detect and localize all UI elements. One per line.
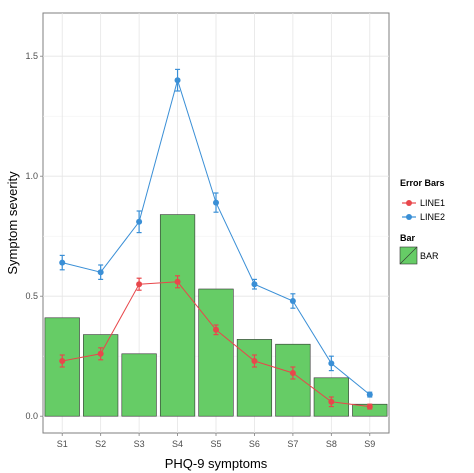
data-point [136,281,143,288]
legend-key-point [406,214,412,220]
data-point [174,278,181,285]
y-tick-label: 1.0 [25,171,38,181]
x-axis-ticks: S1 S2 S3 S4 S5 S6 S7 S8 S9 [57,433,375,449]
data-point [328,360,335,367]
data-point [366,403,373,410]
x-tick-label: S2 [95,439,106,449]
y-tick-label: 0.0 [25,411,38,421]
y-tick-label: 1.5 [25,51,38,61]
data-point [174,77,181,84]
series-LINE1 [59,275,373,410]
y-axis-ticks: 0.0 0.5 1.0 1.5 [25,51,43,421]
line-series-group [59,68,373,410]
legend-title-error-bars: Error Bars [400,178,445,188]
data-point [251,358,258,364]
series-LINE2 [59,68,373,398]
x-tick-label: S3 [134,439,145,449]
data-point [366,391,373,398]
bar-S2 [83,334,119,417]
bar-S4 [159,214,196,417]
data-point [59,259,66,266]
data-point [97,269,104,276]
y-tick-label: 0.5 [25,291,38,301]
legend: Error Bars LINE1 LINE2 Bar BAR [399,178,445,265]
bar-S7 [275,343,311,417]
legend-key-bar-diagonal [399,246,418,265]
x-tick-label: S8 [326,439,337,449]
x-axis-title: PHQ-9 symptoms [165,456,268,471]
data-point [59,358,66,364]
bar-S3 [121,353,157,417]
x-tick-label: S4 [172,439,183,449]
x-tick-label: S5 [210,439,221,449]
data-point [289,298,296,304]
x-tick-label: S6 [249,439,260,449]
x-tick-label: S7 [287,439,298,449]
legend-label-LINE1: LINE1 [420,198,445,208]
legend-label-BAR: BAR [420,251,439,261]
data-point [136,218,143,225]
data-point [328,398,335,405]
x-tick-label: S1 [57,439,68,449]
data-point [97,350,104,357]
data-point [251,281,258,288]
x-tick-label: S9 [364,439,375,449]
bar-S5 [198,288,234,417]
data-point [289,370,296,376]
legend-key-point [406,200,412,206]
legend-title-bar: Bar [400,233,416,243]
y-axis-title: Symptom severity [5,171,20,275]
legend-label-LINE2: LINE2 [420,212,445,222]
data-point [213,199,219,206]
data-point [213,326,219,333]
